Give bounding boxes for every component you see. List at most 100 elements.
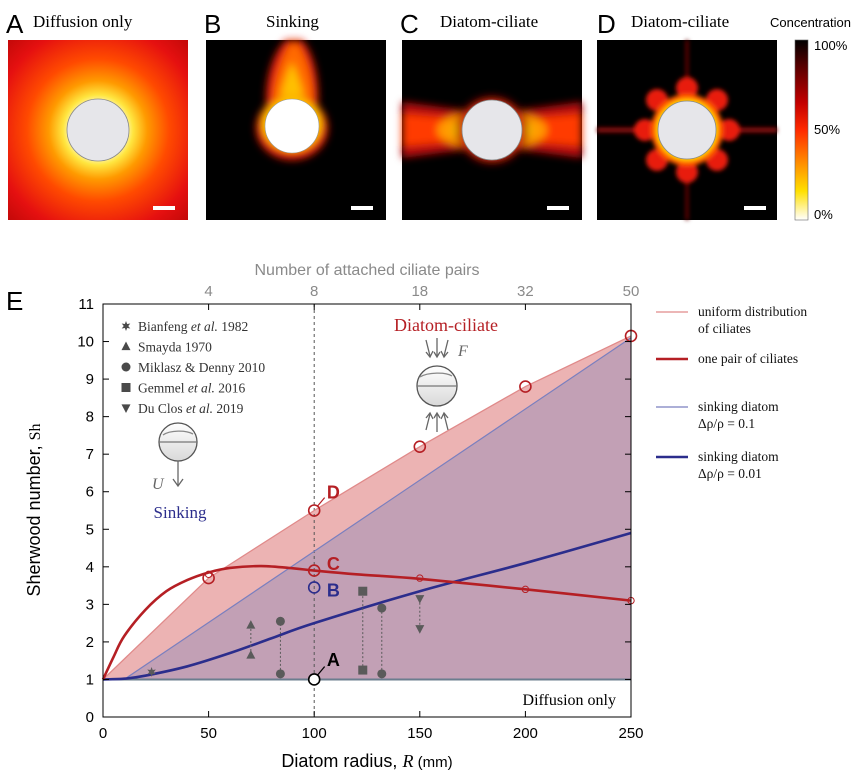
triangle-up-marker [121,341,131,351]
x-tick-label: 100 [302,725,327,742]
y-tick-label: 4 [86,559,94,576]
plot-frame [102,303,632,718]
y-tick-label: 5 [86,521,94,538]
panel-c-title: Diatom-ciliate [440,12,538,31]
pair-marker [416,574,424,582]
et-al: et al. [183,401,213,416]
star-marker [147,667,156,677]
axes: 0 50 100 150 200 250 0 1 2 3 4 5 6 7 8 9 10 11 4 8 18 32 50 [77,283,643,742]
sinking-area [103,337,631,680]
area-fills [103,335,631,680]
panel-d-letter: D [597,9,616,39]
legend-label: Δρ/ρ = 0.1 [698,416,755,431]
author: Smayda 1970 [138,340,212,355]
panel-a-letter: A [6,9,24,39]
colorbar-tick: 0% [814,207,833,222]
diatom-cell [461,99,523,161]
diatom-cell [264,98,320,154]
y-tick-label: 6 [86,484,94,501]
author: Miklasz & Denny 2010 [138,360,265,375]
literature-legend-label: Bianfeng et al. 1982 [138,319,248,334]
diatom-ciliate-annotation: Diatom-ciliate [394,315,498,335]
point-b-marker [307,581,321,594]
panel-b: B Sinking [204,9,386,220]
panel-d: D Diatom-ciliate [597,9,777,220]
diffusion-only-annotation: Diffusion only [523,692,616,709]
et-al: et al. [188,319,218,334]
scale-bar [744,206,766,210]
colorbar-tick: 100% [814,38,848,53]
uniform-marker [519,380,532,393]
panel-d-title: Diatom-ciliate [631,12,729,31]
literature-data [147,586,425,679]
colorbar-gradient [794,39,809,221]
point-label: A [327,650,340,670]
x-axis-label: Diatom radius, R (mm) [281,751,452,771]
panel-c-letter: C [400,9,419,39]
point-c-marker [307,564,321,577]
et-al: et al. [185,381,215,396]
square-marker [121,383,131,392]
author: Bianfeng [138,319,188,334]
literature-legend-label: Du Clos et al. 2019 [138,401,244,416]
top-tick-label: 8 [310,283,318,300]
y-axis-label: Sherwood number, Sh [24,424,44,597]
uniform-marker [307,504,321,517]
point-label: C [327,554,340,574]
point-labels: D CB A [316,483,340,676]
circle-marker [377,669,387,679]
x-tick-label: 50 [200,725,217,742]
colorbar-title: Concentration [770,15,851,30]
y-tick-label: 11 [78,296,94,313]
legend-label: Δρ/ρ = 0.01 [698,466,762,481]
colorbar: Concentration 100% 50% 0% [770,15,851,222]
y-tick-label: 2 [86,634,94,651]
panel-b-letter: B [204,9,221,39]
x-tick-label: 200 [513,725,538,742]
legend-label: one pair of ciliates [698,351,798,366]
scale-bar [547,206,569,210]
sinking-0.01-line [102,531,632,681]
point-label: D [327,483,340,503]
legend-label: sinking diatom [698,399,779,414]
pair-marker [204,570,213,579]
triangle-up-marker [246,620,256,629]
panel-e-letter: E [6,286,23,316]
a-leader [316,666,326,676]
square-marker [358,665,368,675]
panel-a-title: Diffusion only [33,12,133,31]
legend-label: sinking diatom [698,449,779,464]
top-tick-label: 32 [517,283,534,300]
ciliate-force-schematic [416,338,458,432]
y-tick-label: 1 [86,671,94,688]
scale-bar [351,206,373,210]
literature-legend-label: Gemmel et al. 2016 [138,381,246,396]
velocity-symbol: U [152,476,165,493]
top-tick-label: 18 [411,283,428,300]
year: 2019 [213,401,244,416]
scale-bar [153,206,175,210]
point-a-marker [307,673,321,686]
colorbar-tick: 50% [814,122,840,137]
triangle-down-marker [121,404,131,413]
y-tick-label: 10 [77,334,94,351]
star-marker [121,321,131,331]
pair-marker [521,585,530,594]
triangle-down-marker [415,625,425,634]
triangle-up-marker [246,650,256,659]
literature-legend: Bianfeng et al. 1982 Smayda 1970 Miklasz &… [121,319,265,416]
year: 1982 [218,319,248,334]
top-axis-label: Number of attached ciliate pairs [255,262,480,279]
y-tick-label: 7 [86,446,94,463]
uniform-line [102,335,632,680]
sherwood-chart: 0 50 100 150 200 250 0 1 2 3 4 5 6 7 8 9 10 11 4 8 18 32 50 D C… [24,262,807,771]
sinking-annotation: Sinking [154,503,207,522]
one-pair-line [101,564,632,681]
series-lines [101,335,632,681]
author: Gemmel [138,381,185,396]
y-tick-label: 8 [86,409,94,426]
circle-marker [275,669,285,679]
x-tick-label: 0 [99,725,107,742]
panel-a: A Diffusion only [6,9,188,220]
